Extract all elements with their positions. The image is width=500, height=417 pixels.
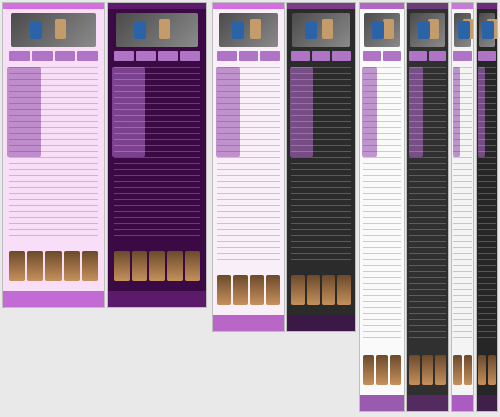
panel-light-4: [451, 2, 474, 412]
panel-light-2: [212, 2, 285, 332]
panel-dark-3: [406, 2, 449, 412]
panel-light-3: [359, 2, 405, 412]
panel-light-1: [2, 2, 105, 308]
panel-dark-1: [107, 2, 207, 308]
panel-dark-2: [286, 2, 356, 332]
panel-dark-4: [476, 2, 498, 412]
